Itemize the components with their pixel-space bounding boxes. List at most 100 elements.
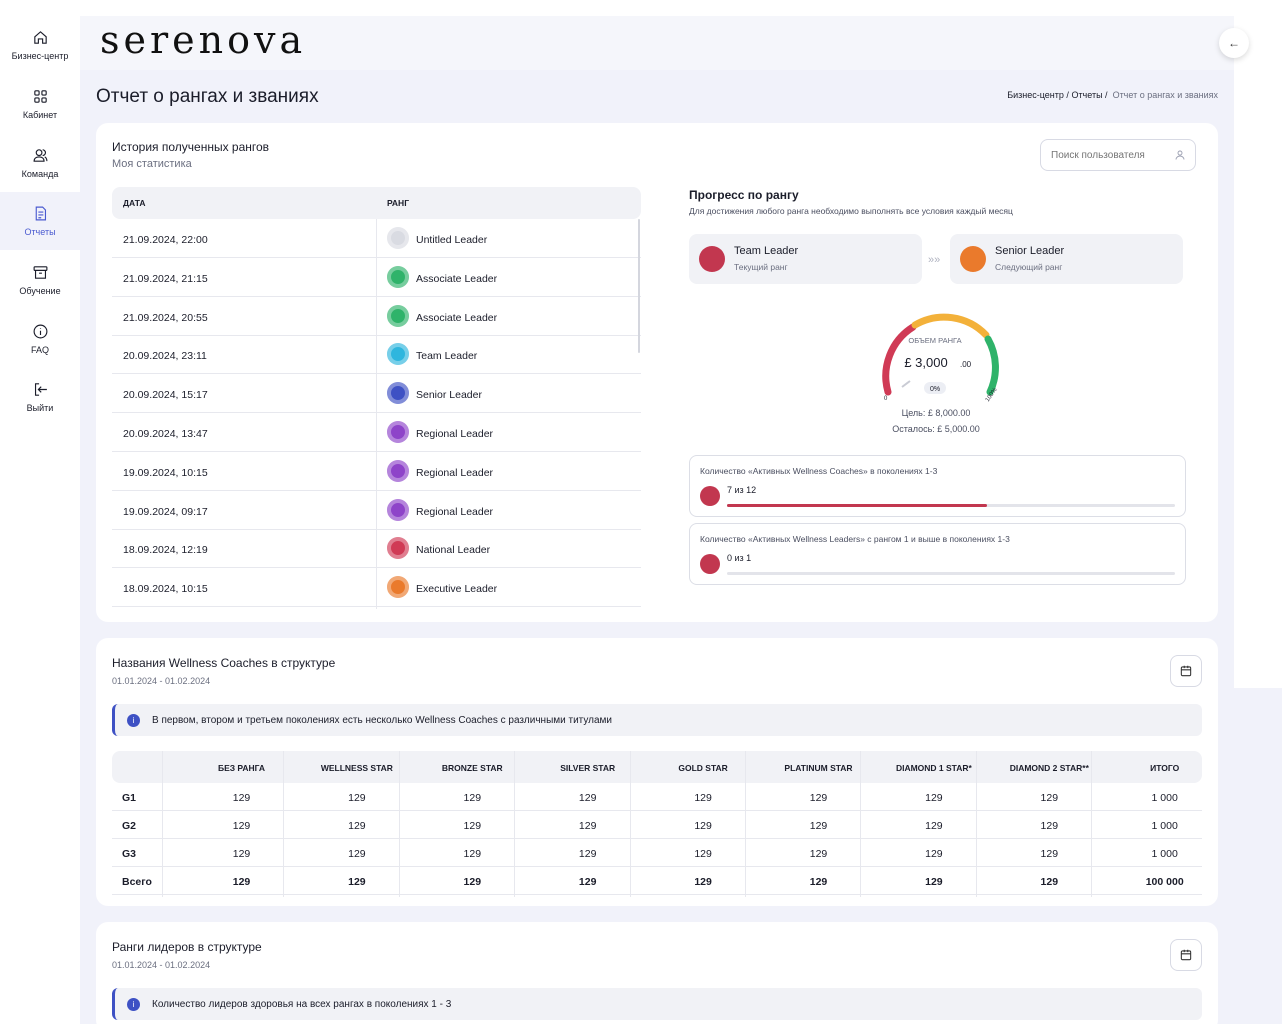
table-cell: 129 [694,876,712,888]
table-cell: 129 [463,820,482,832]
info-text: В первом, втором и третьем поколениях ес… [152,715,612,726]
column-header: BRONZE STAR [441,763,503,773]
table-cell: 129 [348,792,366,804]
leaders-structure-card: Ранги лидеров в структуре 01.01.2024 - 0… [96,922,1218,1024]
rank-badge-icon [387,576,409,599]
condition-count: 0 из 1 [727,553,752,563]
column-divider [860,751,862,897]
table-cell: 1 000 [1151,792,1178,804]
table-cell: 129 [348,876,366,888]
next-rank-name: Senior Leader [995,245,1065,257]
table-cell: 129 [348,820,366,832]
column-header: SILVER STAR [560,763,616,773]
history-scrollbar[interactable] [638,219,640,353]
nav-item-team[interactable]: Команда [0,134,80,192]
info-icon [33,324,47,339]
rank-badge-icon [387,304,409,327]
current-rank-box: Team Leader Текущий ранг [689,234,922,284]
coaches-info-banner: i В первом, втором и третьем поколениях … [112,704,1202,736]
current-rank-name: Team Leader [734,245,799,257]
history-date: 18.09.2024, 10:15 [123,583,208,596]
history-date: 18.09.2024, 12:19 [123,544,208,557]
document-icon [35,206,46,221]
column-divider [1091,751,1093,897]
home-icon [33,31,47,44]
history-date: 20.09.2024, 23:11 [123,350,207,363]
history-row: 21.09.2024, 22:00 Untitled Leader [112,219,641,258]
column-header: PLATINUM STAR [784,763,853,773]
condition-progress-bar [727,504,1175,507]
info-icon: i [127,714,140,727]
sidebar: Бизнес-центр Кабинет Команда Отчеты Обуч… [0,0,80,1024]
column-divider [376,219,377,609]
nav-label: Кабинет [22,110,58,120]
column-divider [162,751,163,897]
breadcrumb-business-center[interactable]: Бизнес-центр [1007,90,1064,100]
gauge-label: ОБЪЕМ РАНГА [908,336,961,345]
history-row: 20.09.2024, 13:47 Regional Leader [112,413,641,452]
row-label: G2 [122,820,137,832]
row-label: Всего [122,876,152,888]
archive-icon [33,266,47,279]
rank-badge-icon [387,227,409,249]
rank-badge-icon [387,421,409,443]
row-label: G1 [122,792,137,804]
col-rank: РАНГ [387,198,410,208]
rank-history-card: История полученных рангов Моя статистика… [96,123,1218,622]
table-cell: 129 [232,820,251,832]
table-row: G2 129 129 129 129 129 129 129 129 1 000 [112,811,1202,839]
column-divider [975,751,977,897]
table-cell: 129 [809,820,828,832]
table-cell: 129 [694,792,712,804]
nav-item-faq[interactable]: FAQ [0,310,80,368]
column-divider [745,751,746,897]
table-cell: 129 [348,848,366,860]
rank-badge-icon [387,382,409,405]
column-divider [514,751,516,897]
history-title: История полученных рангов [112,140,270,154]
rank-badge-icon [387,459,409,482]
logo[interactable]: serenova [100,18,307,62]
date-range-button[interactable] [1170,939,1202,971]
history-rank: Regional Leader [416,466,494,479]
nav-label: Бизнес-центр [11,51,69,61]
nav-item-education[interactable]: Обучение [0,251,80,309]
nav-label: Отчеты [24,227,56,237]
rank-badge-icon [387,537,409,560]
history-date: 19.09.2024, 10:15 [123,466,208,479]
nav-item-reports[interactable]: Отчеты [0,192,80,250]
date-range-button[interactable] [1170,655,1202,687]
history-rank: National Leader [416,544,491,557]
table-cell: 129 [578,792,597,804]
table-row: G1 129 129 129 129 129 129 129 129 1 000 [112,783,1202,811]
column-header: ИТОГО [1150,763,1180,773]
gauge-cents: .00 [960,360,972,369]
info-text: Количество лидеров здоровья на всех ранг… [152,999,452,1010]
breadcrumb-reports[interactable]: Отчеты [1071,90,1103,100]
user-search-input[interactable] [1040,139,1196,171]
nav-item-cabinet[interactable]: Кабинет [0,75,80,133]
page-title: Отчет о рангах и званиях [96,86,319,107]
rank-badge-icon [387,498,409,521]
column-divider [629,751,631,897]
history-date: 21.09.2024, 22:00 [123,234,208,246]
nav-item-logout[interactable]: Выйти [0,368,80,426]
progress-subtitle: Для достижения любого ранга необходимо в… [689,206,1013,216]
calendar-icon [1180,949,1192,961]
table-row: Всего 129 129 129 129 129 129 129 129 100 000 [112,867,1202,895]
back-button[interactable]: ← [1219,28,1249,58]
table-cell: 129 [1040,820,1059,832]
team-icon [33,149,47,162]
gauge-needle [901,380,911,388]
condition-active-coaches: Количество «Активных Wellness Coaches» в… [689,455,1186,517]
history-rank: Regional Leader [416,428,494,440]
breadcrumb: Бизнес-центр / Отчеты / Отчет о рангах и… [1007,90,1218,100]
gauge-max: 100% [985,387,999,404]
nav-item-business-center[interactable]: Бизнес-центр [0,16,80,74]
row-label: G3 [122,848,137,860]
logout-icon [34,383,47,396]
column-header: DIAMOND 2 STAR** [1009,763,1089,773]
history-date: 21.09.2024, 21:15 [123,272,208,285]
right-gutter-bg [1234,688,1282,1024]
table-row: G3 129 129 129 129 129 129 129 129 1 000 [112,839,1202,867]
